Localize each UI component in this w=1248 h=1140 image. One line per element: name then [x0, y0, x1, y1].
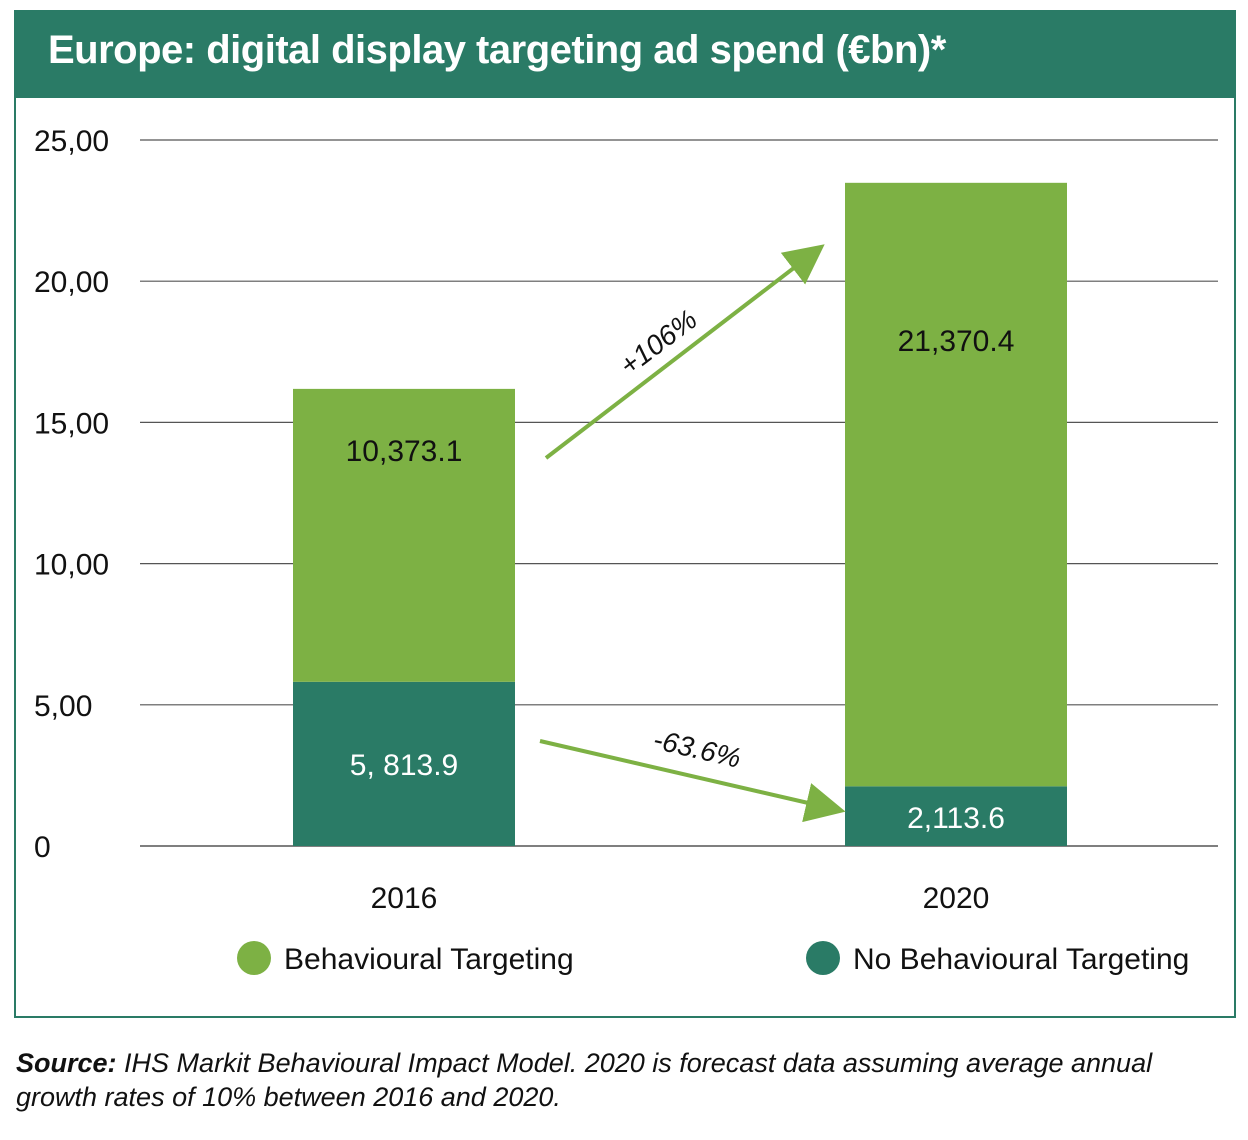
bar-value-label: 2,113.6 — [907, 802, 1005, 835]
legend-label: Behavioural Targeting — [284, 943, 574, 976]
source-label: Source: — [16, 1048, 117, 1078]
y-tick-label: 15,00 — [34, 407, 109, 440]
y-tick-label: 5,00 — [34, 690, 92, 723]
x-axis-ticks: 2016 2020 — [371, 882, 990, 915]
growth-arrow — [539, 739, 846, 823]
bar-segment — [293, 681, 515, 846]
bar-value-label: 5, 813.9 — [350, 749, 458, 782]
stacked-bar-chart: 0 5,00 10,00 15,00 20,00 25,00 5, 813.9 10,373… — [34, 125, 1218, 976]
source-note: Source: IHS Markit Behavioural Impact Mo… — [16, 1046, 1226, 1114]
x-tick-label: 2016 — [371, 882, 438, 915]
bars — [293, 182, 1067, 846]
y-tick-label: 10,00 — [34, 549, 109, 582]
legend-swatch — [806, 941, 840, 975]
bar-segment — [845, 182, 1067, 787]
growth-arrows: +106%-63.6% — [539, 244, 846, 823]
bar-segment — [293, 388, 515, 682]
y-axis-ticks: 0 5,00 10,00 15,00 20,00 25,00 — [34, 125, 109, 864]
chart-title: Europe: digital display targeting ad spe… — [48, 28, 946, 72]
growth-annotation: -63.6% — [650, 724, 743, 774]
growth-arrow — [544, 244, 825, 460]
bar-value-label: 21,370.4 — [898, 325, 1015, 358]
y-tick-label: 25,00 — [34, 125, 109, 158]
legend-swatch — [237, 941, 271, 975]
bar-labels: 5, 813.9 10,373.1 2,113.6 21,370.4 — [346, 325, 1015, 835]
bar-value-label: 10,373.1 — [346, 435, 463, 468]
legend-label: No Behavioural Targeting — [853, 943, 1189, 976]
y-tick-label: 20,00 — [34, 266, 109, 299]
source-text: IHS Markit Behavioural Impact Model. 202… — [16, 1048, 1153, 1112]
title-bar: Europe: digital display targeting ad spe… — [16, 12, 1234, 98]
y-tick-label: 0 — [34, 831, 51, 864]
bar-segment — [845, 786, 1067, 846]
legend: Behavioural Targeting No Behavioural Targ… — [237, 941, 1189, 976]
x-tick-label: 2020 — [923, 882, 990, 915]
